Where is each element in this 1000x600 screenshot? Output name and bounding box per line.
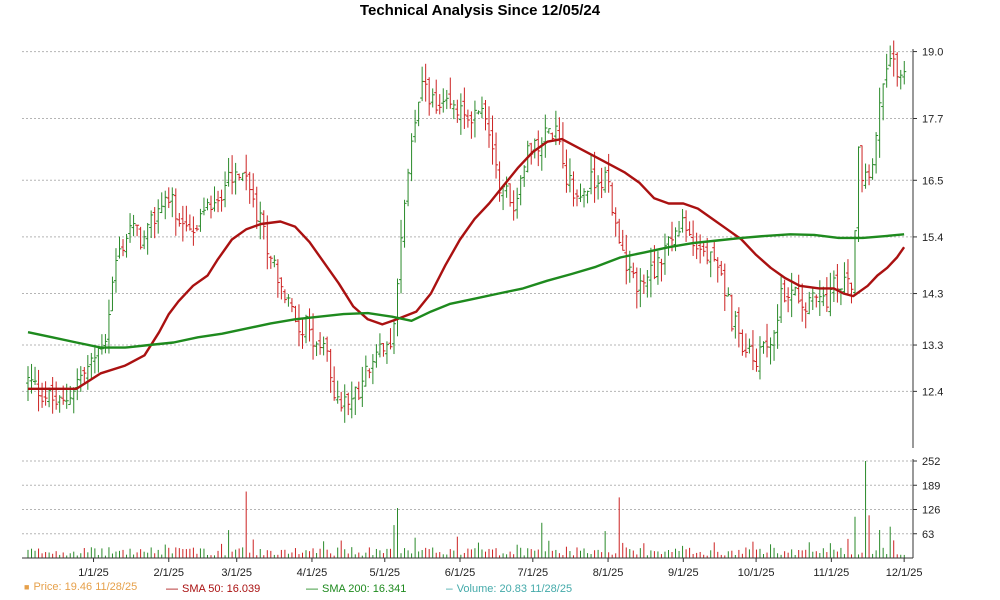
price-tick-label: 12.4 bbox=[922, 386, 943, 398]
legend-label: Volume: 20.83 11/28/25 bbox=[456, 583, 573, 595]
x-tick-label: 8/1/25 bbox=[593, 567, 624, 579]
moving-averages bbox=[27, 137, 906, 390]
legend-label: SMA 50: 16.039 bbox=[182, 583, 261, 595]
price-tick-label: 13.3 bbox=[922, 340, 943, 352]
sma-200-line bbox=[27, 233, 905, 349]
x-tick-label: 7/1/25 bbox=[518, 567, 549, 579]
volume-bars bbox=[27, 461, 905, 558]
x-tick-label: 11/1/25 bbox=[813, 567, 849, 579]
legend: ■ Price: 19.46 11/28/25 — SMA 50: 16.039 — SM… bbox=[0, 579, 1000, 597]
legend-item-volume: – Volume: 20.83 11/28/25 bbox=[446, 581, 572, 595]
x-tick-label: 5/1/25 bbox=[369, 567, 400, 579]
x-tick-label: 3/1/25 bbox=[221, 567, 252, 579]
legend-swatch: — bbox=[306, 581, 318, 595]
volume-tick-label: 189 bbox=[922, 480, 940, 492]
x-tick-label: 1/1/25 bbox=[78, 567, 109, 579]
x-tick-label: 4/1/25 bbox=[297, 567, 328, 579]
x-tick-label: 9/1/25 bbox=[668, 567, 699, 579]
axis-layer: 12.4 13.3 14.3 15.4 16.5 17.7 19.0 63 126 189 252 1… bbox=[22, 47, 943, 579]
price-bars bbox=[26, 40, 907, 423]
price-tick-label: 15.4 bbox=[922, 232, 943, 244]
price-tick-label: 19.0 bbox=[922, 47, 943, 59]
x-tick-label: 2/1/25 bbox=[153, 567, 184, 579]
price-tick-label: 16.5 bbox=[922, 175, 943, 187]
legend-label: Price: 19.46 11/28/25 bbox=[33, 581, 138, 593]
price-tick-label: 17.7 bbox=[922, 114, 943, 126]
volume-tick-label: 126 bbox=[922, 505, 940, 517]
sma-50-line bbox=[28, 137, 906, 390]
legend-swatch: – bbox=[446, 581, 453, 595]
volume-tick-label: 63 bbox=[922, 529, 934, 541]
x-tick-label: 6/1/25 bbox=[445, 567, 476, 579]
legend-item-sma-200: — SMA 200: 16.341 bbox=[306, 581, 406, 595]
legend-label: SMA 200: 16.341 bbox=[322, 583, 407, 595]
legend-item-sma-50: — SMA 50: 16.039 bbox=[166, 581, 260, 595]
chart-title: Technical Analysis Since 12/05/24 bbox=[359, 2, 601, 19]
x-tick-label: 10/1/25 bbox=[738, 567, 775, 579]
legend-item-price: ■ Price: 19.46 11/28/25 bbox=[24, 581, 137, 593]
legend-swatch: — bbox=[166, 581, 178, 595]
legend-swatch: ■ bbox=[24, 582, 30, 592]
x-tick-label: 12/1/25 bbox=[886, 567, 923, 579]
price-tick-label: 14.3 bbox=[922, 289, 943, 301]
volume-tick-label: 252 bbox=[922, 456, 940, 468]
